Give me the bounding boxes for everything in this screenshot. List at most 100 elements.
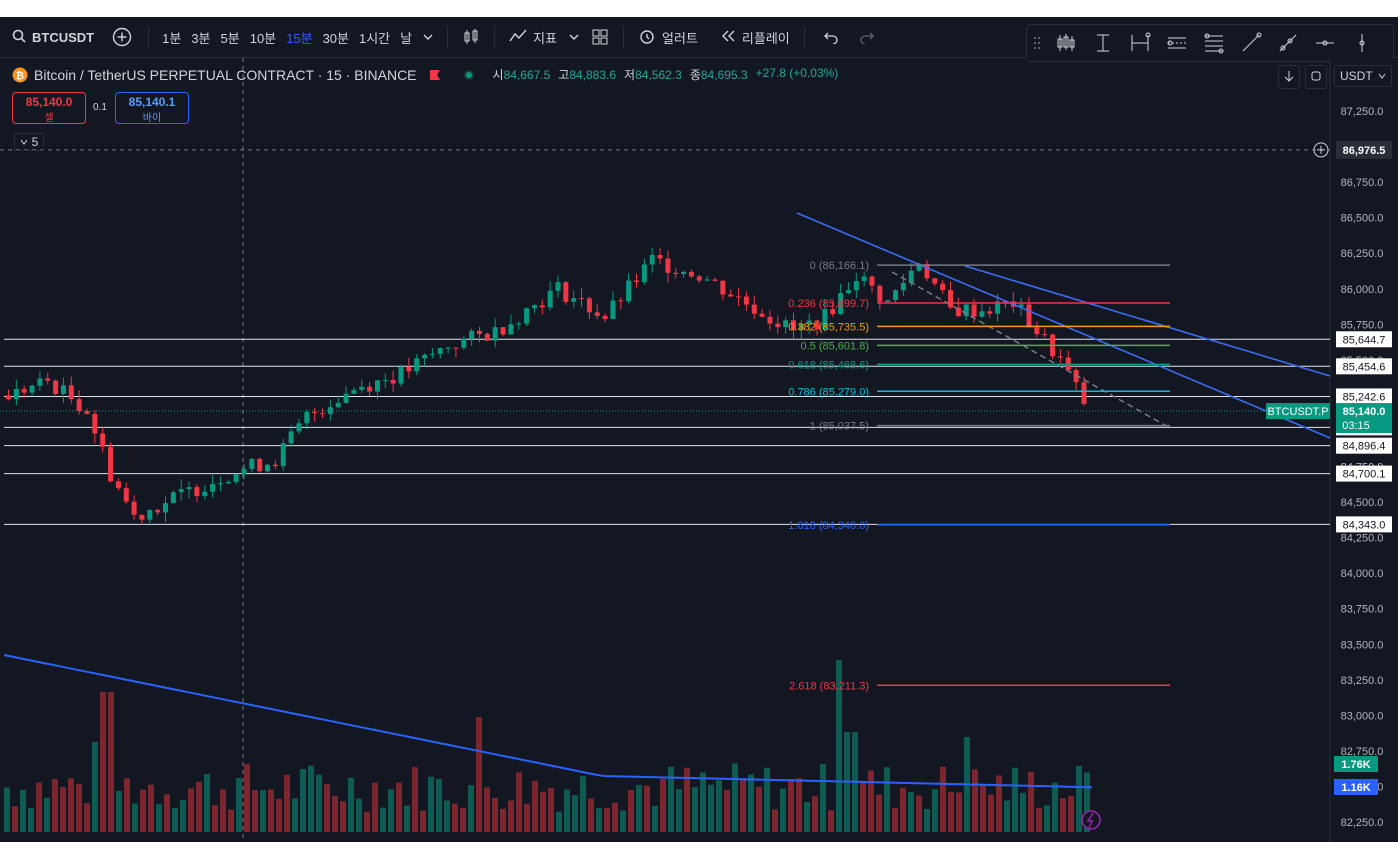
candle-body-110 [869,276,875,286]
chevron-down-icon[interactable] [563,30,585,45]
volume-bar-107 [860,782,866,832]
candle-body-55 [437,348,443,354]
candle-body-104 [822,309,828,330]
date-range-tool-icon[interactable] [1121,25,1158,61]
candle-body-42 [335,402,341,408]
volume-bar-69 [556,811,562,832]
volume-bar-70 [564,789,570,832]
symbol-tag: BTCUSDT.P [1267,406,1328,418]
candle-body-63 [500,327,506,335]
volume-bar-19 [156,804,162,832]
candle-body-108 [853,281,859,291]
scroll-down-button[interactable] [1278,65,1300,89]
trend-line-tool-icon[interactable] [1232,25,1269,61]
drag-handle-icon[interactable] [1027,25,1047,61]
candlestick-type-icon[interactable] [456,28,486,46]
horizontal-ray-tool-icon[interactable] [1306,25,1343,61]
symbol-search[interactable]: BTCUSDT [0,17,104,57]
divider [494,26,496,48]
price-chart[interactable]: 0 (86,166.1) 0.236 (85,899.7) 0.382 (85,73… [0,58,1398,842]
volume-bar-88 [708,784,714,832]
candles-tool-icon[interactable] [1047,25,1084,61]
candle-body-40 [320,413,325,415]
candle-body-48 [382,380,388,382]
buy-button[interactable]: 85,140.1 바이 [115,92,189,124]
candle-body-111 [877,285,883,302]
symbol-tag-bg [1266,403,1330,420]
volume-bar-95 [764,767,770,832]
replay-label: 리플레이 [741,30,790,46]
candle-body-38 [304,411,310,424]
volume-bar-109 [876,794,882,832]
fib-level-label-3: 0.5 (85,601.8) [801,340,870,352]
countdown-tag: 03:15 [1342,420,1370,432]
text-cursor-tool-icon[interactable] [1084,25,1121,61]
browser-top-strip [0,0,1398,17]
timeframe-5[interactable]: 30분 [322,30,349,46]
alerts-label: 얼러트 [662,30,698,46]
volume-bar-49 [396,782,402,832]
fib-retracement-tool-icon[interactable] [1195,25,1232,61]
replay-button[interactable]: 리플레이 [714,28,796,47]
add-symbol-icon[interactable] [104,27,140,47]
volume-bar-41 [332,795,338,832]
redo-icon[interactable] [849,30,885,44]
candle-body-97 [767,316,773,324]
volume-bar-83 [668,766,674,832]
timeframe-6[interactable]: 1시간 [358,30,391,46]
auto-scale-button[interactable] [1305,65,1327,89]
volume-bar-80 [644,785,650,832]
volume-bar-23 [188,788,194,832]
add-alert-icon [1313,142,1329,158]
price-tag-bg-7 [1336,516,1392,533]
vertical-line-tool-icon[interactable] [1343,25,1380,61]
timeframe-7[interactable]: 날 [400,30,413,46]
volume-bar-89 [716,780,722,832]
candle-body-130 [1026,304,1032,328]
volume-bar-11 [92,742,98,832]
volume-bar-111 [892,807,898,832]
candle-body-25 [202,491,208,497]
timeframe-0[interactable]: 1분 [162,30,182,46]
timeframe-4[interactable]: 15분 [286,30,313,46]
timeframe-3[interactable]: 10분 [249,30,277,46]
ray-tool-icon[interactable] [1269,25,1306,61]
sell-label: 셀 [44,113,54,124]
parallel-channel-tool-icon[interactable] [1158,25,1195,61]
sell-button[interactable]: 85,140.0 셀 [12,92,86,124]
fib-level-label-5: 0.786 (85,279.0) [788,386,869,398]
candle-body-0 [6,395,11,400]
volume-bar-42 [340,801,346,832]
price-axis-label-18: 82,250.0 [1341,817,1384,829]
currency-select[interactable]: USDT [1334,65,1392,87]
candle-body-81 [641,264,647,282]
volume-bar-72 [580,776,586,832]
candle-body-34 [272,464,278,467]
chevron-down-icon [20,135,28,149]
indicator-collapse-button[interactable]: 5 [14,133,44,151]
candle-body-50 [398,366,404,384]
price-tag-3: 85,242.6 [1343,391,1386,403]
candle-body-27 [217,483,223,485]
layouts-grid-icon[interactable] [585,28,615,46]
volume-bar-53 [428,776,434,832]
volume-bar-115 [924,808,930,832]
price-axis-label-1: 86,750.0 [1341,177,1384,189]
chevron-down-icon[interactable] [417,30,439,45]
candle-body-13 [108,446,114,482]
candle-body-82 [649,255,655,265]
volume-tag-bg [1334,756,1378,772]
timeframe-1[interactable]: 3분 [191,30,211,46]
fib-level-label-4: 0.618 (85,468.6) [788,359,869,371]
candle-body-64 [508,324,514,335]
timeframe-2[interactable]: 5분 [220,30,240,46]
candle-body-89 [704,279,710,281]
volume-bar-113 [908,791,914,832]
candle-body-60 [477,330,482,334]
indicators-button[interactable]: 지표 [503,28,563,47]
alerts-button[interactable]: 얼러트 [632,27,704,48]
price-axis-label-5: 85,750.0 [1341,319,1384,331]
chevron-down-icon [1378,69,1386,83]
candle-body-103 [814,320,820,330]
undo-icon[interactable] [813,30,849,44]
